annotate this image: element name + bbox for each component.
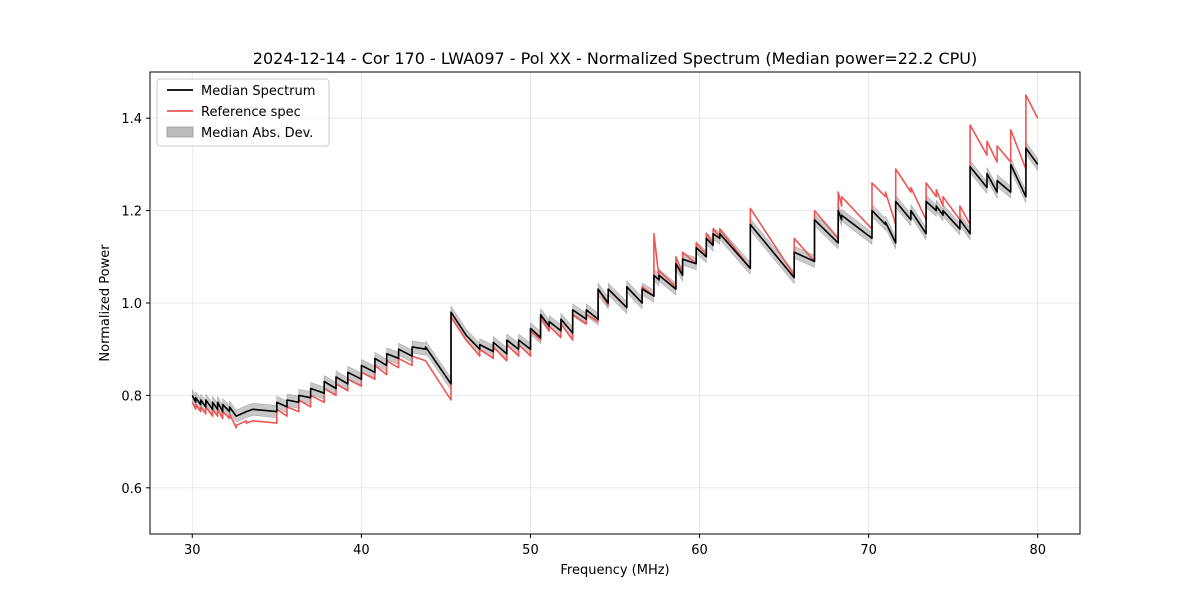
x-tick-label: 30 bbox=[184, 543, 201, 558]
plot-area bbox=[191, 94, 1039, 429]
y-tick-label: 1.4 bbox=[121, 112, 142, 127]
legend-swatch-mad bbox=[166, 126, 194, 138]
x-tick-label: 50 bbox=[522, 543, 539, 558]
x-tick-label: 70 bbox=[860, 543, 877, 558]
x-axis-label: Frequency (MHz) bbox=[560, 563, 669, 578]
axes: 30 40 50 60 70 80 0.6 0.8 1.0 1.2 1.4 bbox=[121, 71, 1081, 558]
median-spectrum-line bbox=[191, 147, 1039, 418]
y-axis-label: Normalized Power bbox=[98, 244, 113, 362]
y-tick-label: 1.0 bbox=[121, 297, 142, 312]
legend-label: Reference spec bbox=[201, 105, 301, 120]
chart-title: 2024-12-14 - Cor 170 - LWA097 - Pol XX -… bbox=[253, 49, 977, 68]
x-tick-label: 40 bbox=[353, 543, 370, 558]
legend-label: Median Spectrum bbox=[201, 84, 315, 99]
reference-spec-line bbox=[191, 94, 1039, 429]
legend-box bbox=[156, 78, 330, 147]
legend: Median Spectrum Reference spec Median Abs.… bbox=[156, 78, 330, 147]
y-tick-label: 0.8 bbox=[121, 389, 142, 404]
y-tick-label: 1.2 bbox=[121, 205, 142, 220]
legend-label: Median Abs. Dev. bbox=[201, 126, 313, 141]
x-tick-label: 60 bbox=[691, 543, 708, 558]
y-tick-label: 0.6 bbox=[121, 482, 142, 497]
x-tick-label: 80 bbox=[1029, 543, 1046, 558]
